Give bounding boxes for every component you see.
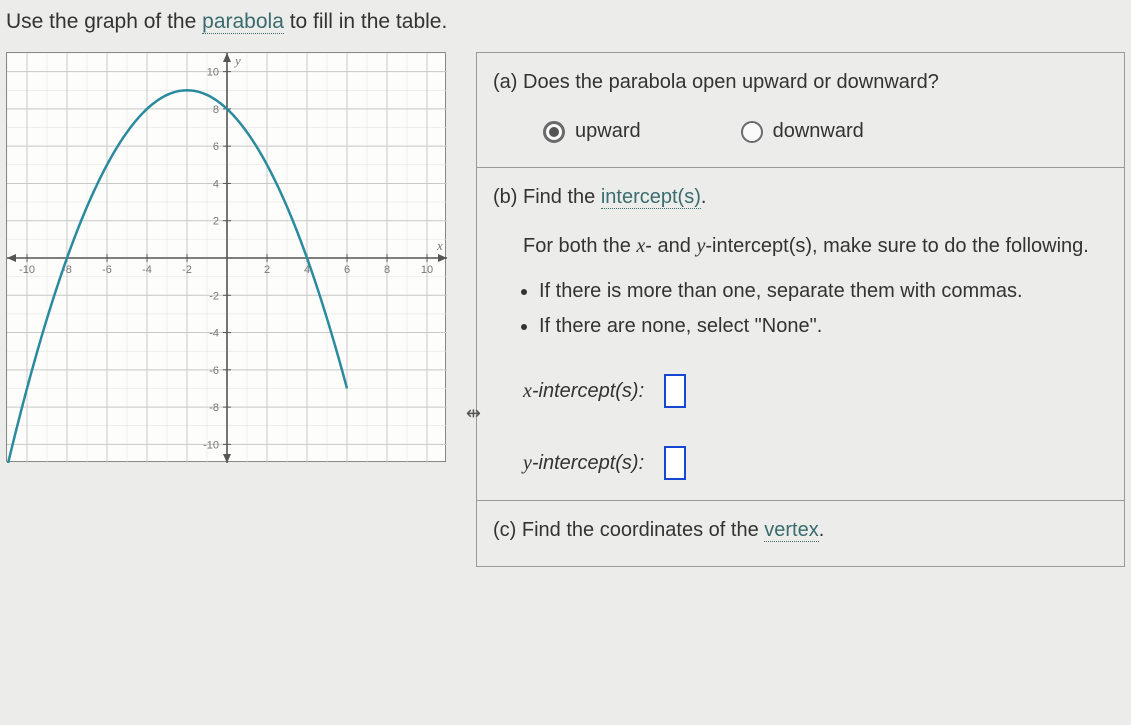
question-a: (a) Does the parabola open upward or dow… xyxy=(477,53,1124,168)
svg-text:8: 8 xyxy=(213,104,219,116)
svg-text:2: 2 xyxy=(213,216,219,228)
vertex-link[interactable]: vertex xyxy=(764,519,818,542)
svg-text:-4: -4 xyxy=(209,328,219,340)
question-b-prompt: (b) Find the intercept(s). xyxy=(493,182,1108,213)
svg-text:2: 2 xyxy=(264,264,270,276)
x-intercept-input[interactable] xyxy=(664,374,686,408)
instruction-text: Use the graph of the parabola to fill in… xyxy=(0,0,1131,52)
svg-text:-6: -6 xyxy=(102,264,112,276)
svg-text:8: 8 xyxy=(384,264,390,276)
question-b-bullets: If there is more than one, separate them… xyxy=(493,276,1108,342)
svg-text:6: 6 xyxy=(344,264,350,276)
svg-text:-2: -2 xyxy=(209,290,219,302)
svg-text:y: y xyxy=(233,53,241,68)
question-b-note: For both the x- and y-intercept(s), make… xyxy=(493,231,1108,262)
radio-upward[interactable] xyxy=(543,121,565,143)
svg-text:10: 10 xyxy=(421,264,433,276)
svg-text:-4: -4 xyxy=(142,264,152,276)
svg-text:-10: -10 xyxy=(19,264,35,276)
question-c: (c) Find the coordinates of the vertex. xyxy=(477,501,1124,566)
radio-downward-label: downward xyxy=(773,116,864,147)
parabola-link[interactable]: parabola xyxy=(202,10,284,34)
svg-text:-6: -6 xyxy=(209,365,219,377)
svg-text:10: 10 xyxy=(207,67,219,79)
parabola-graph: -10-8-6-4-2246810-10-8-6-4-2246810xy ⇹ xyxy=(6,52,446,462)
svg-text:4: 4 xyxy=(213,178,219,190)
y-intercept-row: y-intercept(s): xyxy=(493,446,1108,480)
instruction-prefix: Use the graph of the xyxy=(6,10,202,33)
question-b: (b) Find the intercept(s). For both the … xyxy=(477,168,1124,501)
svg-text:-8: -8 xyxy=(209,402,219,414)
instruction-suffix: to fill in the table. xyxy=(284,10,447,33)
radio-dot-icon xyxy=(549,127,559,137)
resize-handle-icon[interactable]: ⇹ xyxy=(466,403,481,424)
x-intercept-row: x-intercept(s): xyxy=(493,374,1108,408)
radio-upward-label: upward xyxy=(575,116,641,147)
svg-text:-2: -2 xyxy=(182,264,192,276)
svg-text:-10: -10 xyxy=(203,439,219,451)
radio-downward[interactable] xyxy=(741,121,763,143)
question-a-prompt: (a) Does the parabola open upward or dow… xyxy=(493,67,1108,98)
y-intercept-input[interactable] xyxy=(664,446,686,480)
bullet-1: If there is more than one, separate them… xyxy=(539,276,1108,307)
bullet-2: If there are none, select "None". xyxy=(539,311,1108,342)
svg-text:6: 6 xyxy=(213,141,219,153)
intercepts-link[interactable]: intercept(s) xyxy=(601,186,701,209)
svg-text:x: x xyxy=(436,238,443,253)
questions-panel: (a) Does the parabola open upward or dow… xyxy=(476,52,1125,567)
